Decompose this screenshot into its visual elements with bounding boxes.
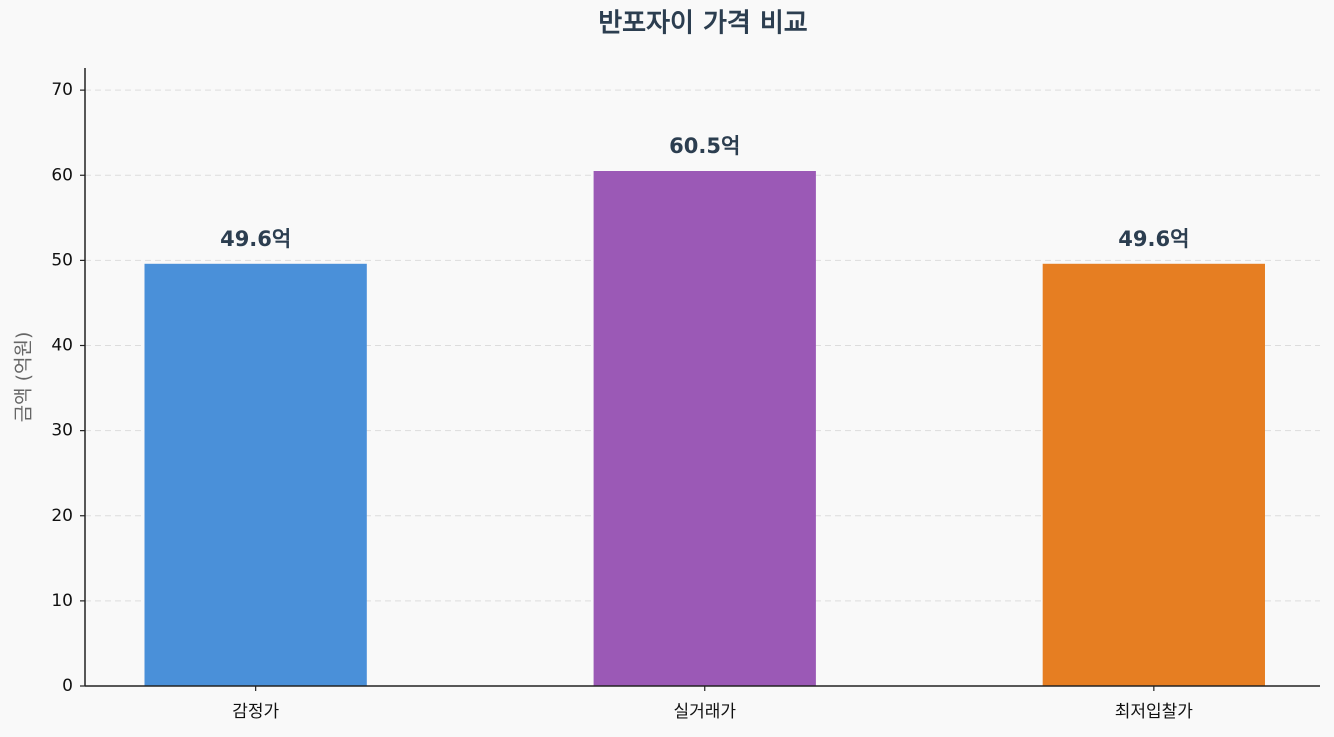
y-tick-label: 20 xyxy=(51,506,73,526)
bar xyxy=(1042,263,1265,686)
value-label: 60.5억 xyxy=(669,134,740,158)
y-tick-label: 10 xyxy=(51,591,73,611)
x-tick-label: 최저입찰가 xyxy=(1115,702,1194,722)
y-tick-label: 50 xyxy=(51,250,73,270)
bar xyxy=(144,263,367,686)
bar xyxy=(593,171,816,686)
chart-title: 반포자이 가격 비교 xyxy=(598,9,807,39)
y-tick-label: 30 xyxy=(51,421,73,441)
x-tick-label: 감정가 xyxy=(232,702,279,722)
x-tick-label: 실거래가 xyxy=(673,702,736,722)
y-tick-label: 70 xyxy=(51,80,73,100)
value-label: 49.6억 xyxy=(220,227,291,251)
value-label: 49.6억 xyxy=(1118,227,1189,251)
y-axis-label: 금액 (억원) xyxy=(13,332,35,423)
y-tick-label: 0 xyxy=(62,676,73,696)
y-tick-label: 60 xyxy=(51,165,73,185)
y-tick-label: 40 xyxy=(51,336,73,356)
